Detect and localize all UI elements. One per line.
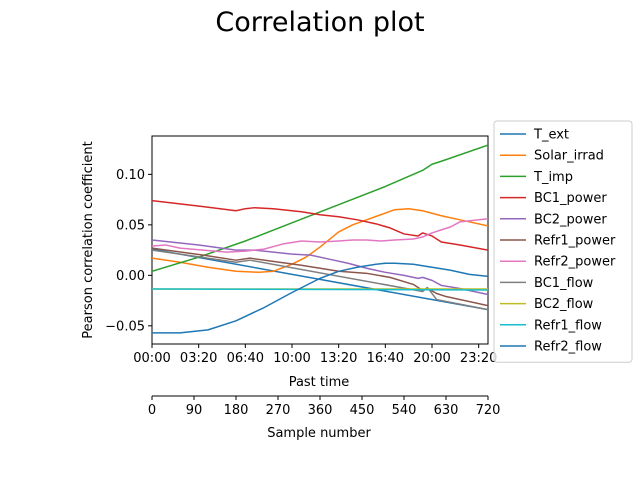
legend-entry-label: Refr1_flow xyxy=(534,318,602,333)
x-tick-label: 13:20 xyxy=(320,351,357,366)
series-line-Refr2_flow xyxy=(152,262,488,334)
y-tick-label: 0.05 xyxy=(116,218,145,233)
x-axis: 00:00 03:20 06:40 10:00 13:20 16:40 20:00 23:20 xyxy=(133,344,497,366)
legend-entry-label: Solar_irrad xyxy=(534,149,604,164)
secondary-x-tick-label: 720 xyxy=(476,403,501,418)
legend-entry-label: BC2_flow xyxy=(534,297,594,312)
secondary-x-tick-label: 90 xyxy=(186,403,203,418)
secondary-x-axis: 0 90 180 270 360 450 540 630 720 xyxy=(148,395,501,418)
legend-entry-label: BC2_power xyxy=(534,212,607,227)
legend: T_ext Solar_irrad T_imp BC1_power BC2_power R… xyxy=(493,120,633,363)
y-axis: −0.05 0.00 0.05 0.10 xyxy=(105,168,152,334)
y-tick-label: 0.10 xyxy=(116,168,145,183)
x-tick-label: 03:20 xyxy=(180,351,217,366)
series-layer xyxy=(152,144,488,334)
legend-entry-label: T_imp xyxy=(533,170,573,185)
chart-title: Correlation plot xyxy=(215,7,424,38)
y-tick-label: −0.05 xyxy=(105,319,145,334)
series-line-Refr2_power xyxy=(152,218,488,253)
series-line-Refr1_flow xyxy=(152,288,488,291)
x-tick-label: 20:00 xyxy=(413,351,450,366)
secondary-x-tick-label: 540 xyxy=(392,403,417,418)
series-line-BC2_power xyxy=(152,239,488,296)
legend-frame xyxy=(493,120,633,363)
secondary-x-tick-label: 0 xyxy=(148,403,156,418)
x-axis-label: Past time xyxy=(289,375,350,390)
secondary-x-tick-label: 360 xyxy=(308,403,333,418)
secondary-x-tick-label: 450 xyxy=(350,403,375,418)
secondary-x-tick-label: 270 xyxy=(266,403,291,418)
x-tick-label: 16:40 xyxy=(367,351,404,366)
series-line-T_ext xyxy=(152,248,488,311)
y-axis-label: Pearson correlation coefficient xyxy=(81,141,96,338)
x-tick-label: 10:00 xyxy=(273,351,310,366)
series-line-BC1_flow xyxy=(152,249,488,311)
legend-entry-label: Refr2_flow xyxy=(534,340,602,355)
legend-entry-label: Refr1_power xyxy=(534,234,616,249)
x-tick-label: 00:00 xyxy=(133,351,170,366)
x-tick-label: 06:40 xyxy=(227,351,264,366)
series-line-BC1_power xyxy=(152,199,488,251)
secondary-x-tick-label: 180 xyxy=(224,403,249,418)
secondary-x-tick-label: 630 xyxy=(434,403,459,418)
secondary-x-axis-label: Sample number xyxy=(267,426,371,441)
series-line-Refr1_power xyxy=(152,247,488,307)
legend-entry-label: Refr2_power xyxy=(534,255,616,270)
legend-entry-label: BC1_power xyxy=(534,191,607,206)
x-tick-label: 23:20 xyxy=(460,351,497,366)
series-line-T_imp xyxy=(152,144,488,273)
series-line-Solar_irrad xyxy=(152,207,488,274)
y-tick-label: 0.00 xyxy=(116,269,145,284)
legend-entry-label: BC1_flow xyxy=(534,276,594,291)
legend-entry-label: T_ext xyxy=(533,128,569,143)
